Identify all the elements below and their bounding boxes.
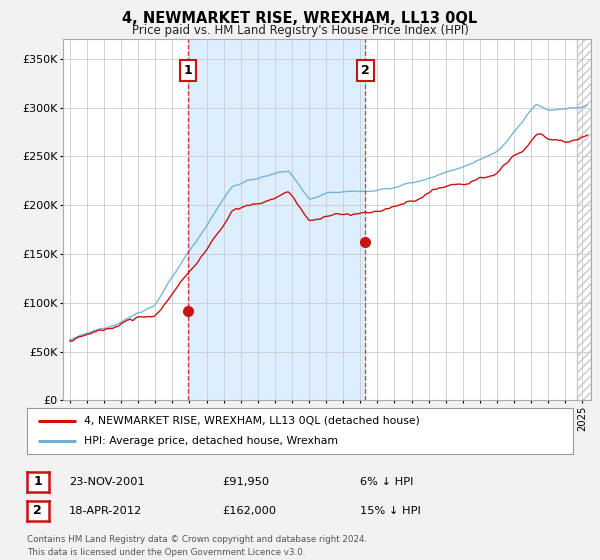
- Text: 2: 2: [34, 504, 42, 517]
- Text: 6% ↓ HPI: 6% ↓ HPI: [360, 477, 413, 487]
- Bar: [188, 39, 365, 400]
- Bar: [577, 39, 591, 400]
- Text: 1: 1: [34, 475, 42, 488]
- Text: 4, NEWMARKET RISE, WREXHAM, LL13 0QL: 4, NEWMARKET RISE, WREXHAM, LL13 0QL: [122, 11, 478, 26]
- Text: 15% ↓ HPI: 15% ↓ HPI: [360, 506, 421, 516]
- Text: 18-APR-2012: 18-APR-2012: [69, 506, 142, 516]
- Text: Price paid vs. HM Land Registry's House Price Index (HPI): Price paid vs. HM Land Registry's House …: [131, 24, 469, 36]
- Text: £162,000: £162,000: [222, 506, 276, 516]
- Text: £91,950: £91,950: [222, 477, 269, 487]
- Bar: [577, 39, 591, 400]
- Text: 23-NOV-2001: 23-NOV-2001: [69, 477, 145, 487]
- Text: 1: 1: [184, 64, 192, 77]
- Text: 4, NEWMARKET RISE, WREXHAM, LL13 0QL (detached house): 4, NEWMARKET RISE, WREXHAM, LL13 0QL (de…: [85, 416, 420, 426]
- Text: HPI: Average price, detached house, Wrexham: HPI: Average price, detached house, Wrex…: [85, 436, 338, 446]
- Text: Contains HM Land Registry data © Crown copyright and database right 2024.
This d: Contains HM Land Registry data © Crown c…: [27, 535, 367, 557]
- Text: 2: 2: [361, 64, 370, 77]
